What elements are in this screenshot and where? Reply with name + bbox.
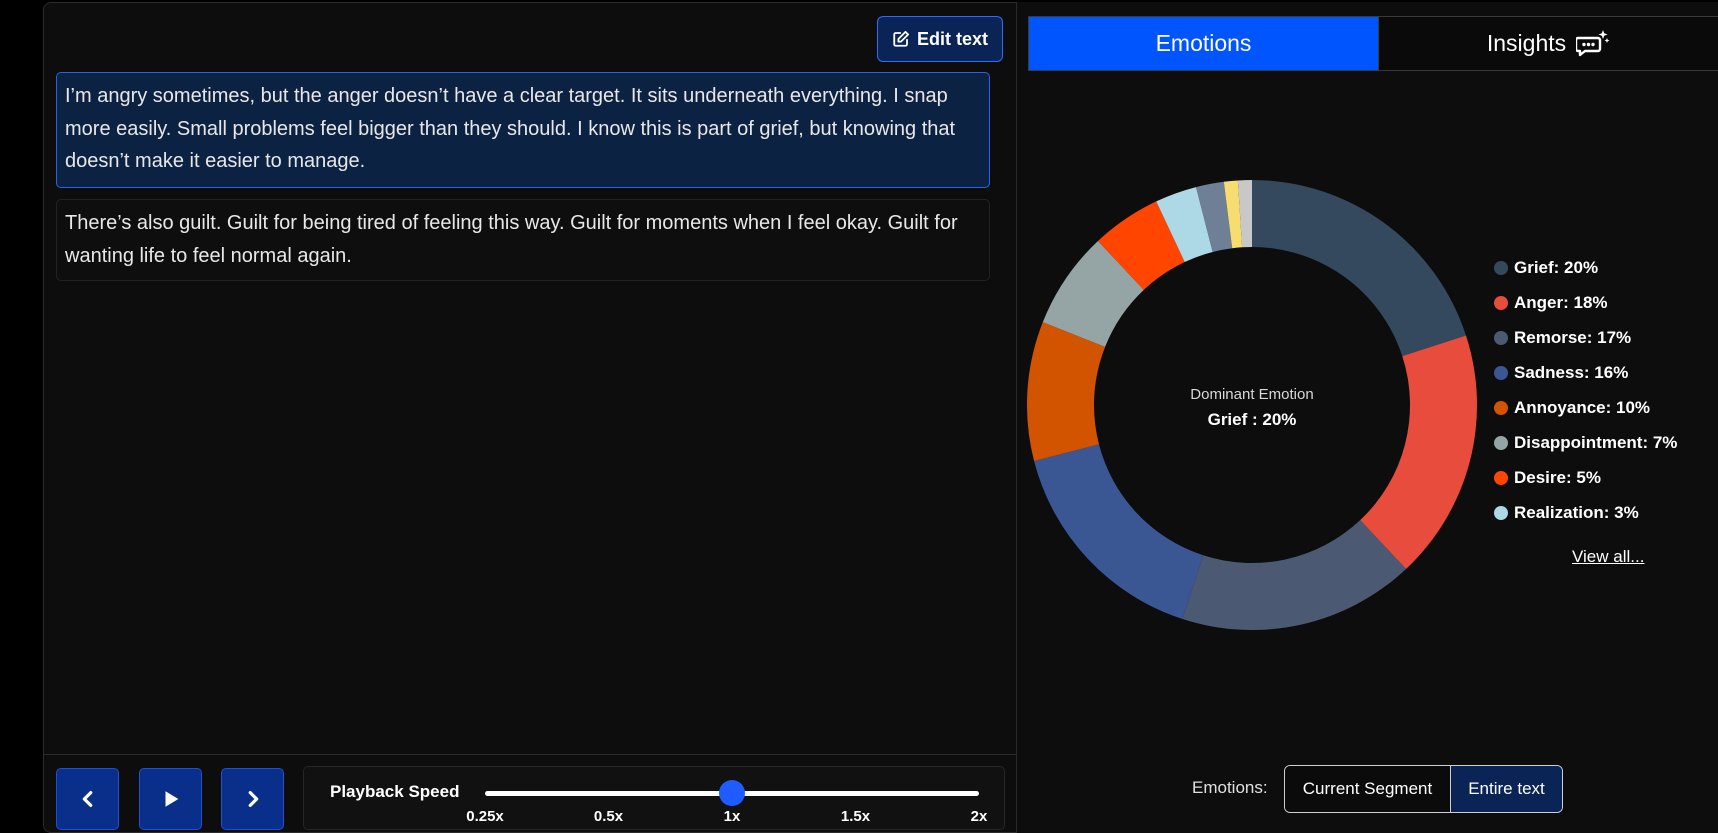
legend-label: Grief: 20% [1514, 257, 1599, 277]
donut-slice-other-1[interactable] [1196, 181, 1233, 252]
donut-slice-anger[interactable] [1360, 335, 1477, 570]
current-segment-option[interactable]: Current Segment [1285, 766, 1451, 812]
legend-item: Annoyance: 10% [1494, 390, 1677, 425]
legend-dot [1494, 365, 1508, 380]
legend-label: Disappointment: 7% [1514, 432, 1678, 452]
legend-dot [1494, 400, 1508, 415]
edit-text-label: Edit text [916, 28, 988, 49]
donut-slice-realization[interactable] [1156, 187, 1213, 263]
analysis-panel: Emotions Insights Dominant Emotion Grief… [1016, 2, 1718, 833]
legend-dot [1494, 470, 1508, 485]
text-panel: Edit text I’m angry sometimes, but the a… [43, 2, 1016, 833]
playback-speed-control: Playback Speed 0.25x 0.5x 1x 1.5x 2x [303, 766, 1005, 830]
donut-slice-other-3[interactable] [1237, 180, 1252, 248]
legend-label: Sadness: 16% [1514, 362, 1629, 382]
speed-tick: 1x [723, 808, 741, 825]
legend-item: Sadness: 16% [1494, 355, 1677, 390]
play-button[interactable] [139, 768, 202, 830]
entire-text-option[interactable]: Entire text [1451, 766, 1562, 812]
previous-segment-button[interactable] [56, 768, 119, 830]
legend-item: Anger: 18% [1494, 285, 1677, 320]
legend-dot [1494, 435, 1508, 450]
speed-tick: 0.25x [466, 808, 504, 825]
text-segment-active[interactable]: I’m angry sometimes, but the anger doesn… [56, 72, 990, 188]
donut-slice-disappointment[interactable] [1042, 240, 1144, 347]
legend-label: Remorse: 17% [1514, 327, 1632, 347]
text-segment[interactable]: There’s also guilt. Guilt for being tire… [56, 199, 990, 281]
legend-label: Desire: 5% [1514, 467, 1601, 487]
speed-tick: 1.5x [840, 808, 871, 825]
emotion-scope-toggle: Current Segment Entire text [1284, 765, 1563, 813]
legend-dot [1494, 260, 1508, 275]
donut-slice-annoyance[interactable] [1027, 322, 1106, 461]
playback-speed-label: Playback Speed [330, 782, 460, 801]
legend-label: Anger: 18% [1514, 292, 1608, 312]
tab-emotions[interactable]: Emotions [1029, 17, 1378, 70]
chevron-left-icon [82, 790, 92, 808]
legend-dot [1494, 295, 1508, 310]
tab-emotions-label: Emotions [1155, 30, 1252, 56]
chart-legend: Grief: 20% Anger: 18% Remorse: 17% Sadness:… [1494, 250, 1677, 530]
legend-dot [1494, 505, 1508, 520]
play-icon [165, 791, 178, 807]
analysis-tabs: Emotions Insights [1028, 16, 1718, 71]
chart-center-title: Dominant Emotion [1190, 386, 1314, 403]
legend-item: Realization: 3% [1494, 495, 1677, 530]
controls-divider [44, 754, 1016, 755]
edit-icon [893, 30, 910, 47]
donut-slice-remorse[interactable] [1182, 520, 1407, 630]
donut-slice-sadness[interactable] [1034, 444, 1204, 619]
speed-tick: 0.5x [593, 808, 624, 825]
donut-slice-desire[interactable] [1097, 201, 1185, 290]
donut-slice-other-2[interactable] [1223, 180, 1243, 249]
next-segment-button[interactable] [221, 768, 284, 830]
edit-text-button[interactable]: Edit text [877, 16, 1003, 62]
tab-insights-label: Insights [1486, 30, 1567, 56]
view-all-link[interactable]: View all... [1572, 547, 1645, 566]
legend-label: Realization: 3% [1514, 502, 1639, 522]
legend-label: Annoyance: 10% [1514, 397, 1651, 417]
speed-tick: 2x [970, 808, 988, 825]
chart-center-value: Grief : 20% [1207, 410, 1297, 429]
emotion-scope-label: Emotions: [1192, 778, 1268, 797]
legend-dot [1494, 330, 1508, 345]
donut-slice-grief[interactable] [1252, 180, 1466, 357]
legend-item: Grief: 20% [1494, 250, 1677, 285]
chevron-right-icon [248, 790, 258, 808]
legend-item: Remorse: 17% [1494, 320, 1677, 355]
sparkle-chat-icon [1576, 29, 1610, 56]
legend-item: Disappointment: 7% [1494, 425, 1677, 460]
tab-insights[interactable]: Insights [1378, 17, 1718, 70]
legend-item: Desire: 5% [1494, 460, 1677, 495]
playback-speed-thumb[interactable] [719, 780, 745, 806]
emotion-donut-chart [1027, 180, 1477, 630]
